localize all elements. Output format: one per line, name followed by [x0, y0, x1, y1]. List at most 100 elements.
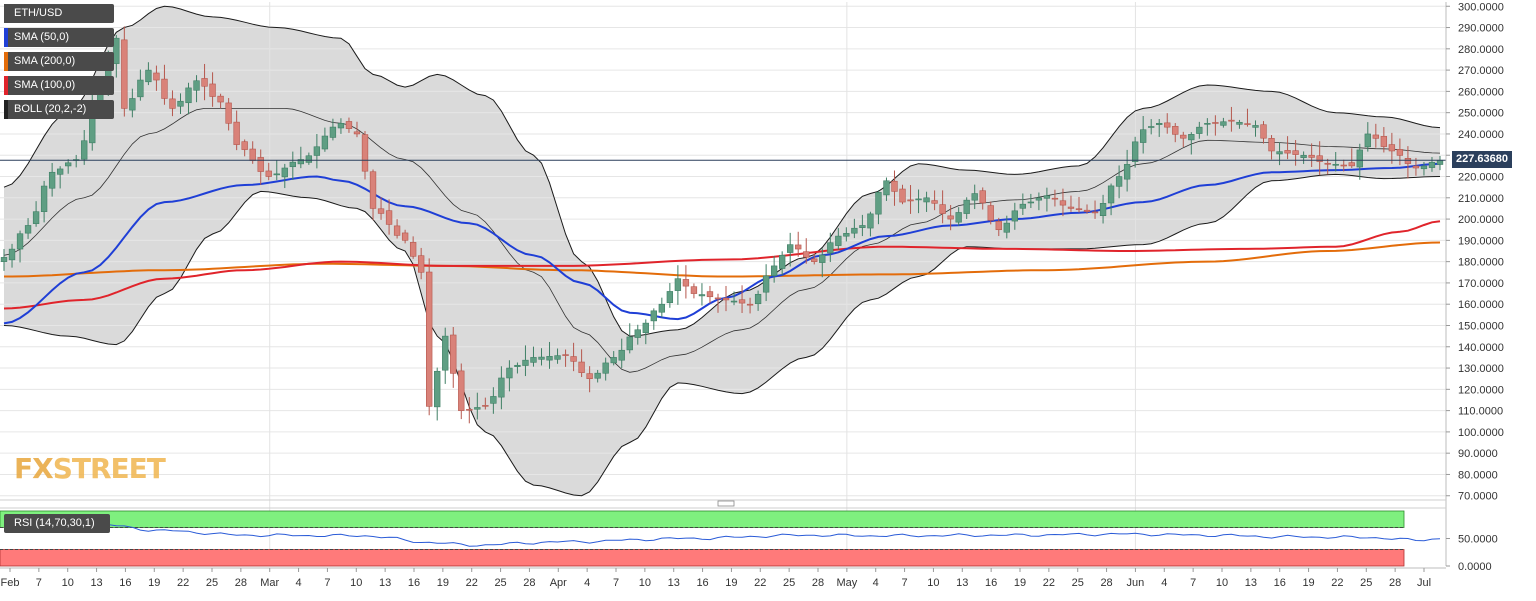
- x-tick-label: 22: [177, 577, 189, 589]
- legend-swatch: [4, 76, 8, 95]
- y-tick-label: 220.0000: [1458, 172, 1504, 184]
- candle-body: [1059, 200, 1067, 206]
- candle-body: [570, 356, 577, 362]
- legend-item-sma200[interactable]: SMA (200,0): [4, 52, 114, 71]
- rsi-legend-label[interactable]: RSI (14,70,30,1): [4, 514, 110, 533]
- candle-body: [714, 297, 722, 300]
- candle-body: [522, 359, 529, 366]
- candle-body: [121, 39, 128, 109]
- candle-body: [32, 211, 40, 224]
- candle-body: [1388, 144, 1396, 152]
- legend-item-boll[interactable]: BOLL (20,2,-2): [4, 100, 114, 119]
- candle-body: [1204, 123, 1211, 125]
- candle-body: [1300, 154, 1307, 158]
- legend-item-sma50[interactable]: SMA (50,0): [4, 28, 114, 47]
- y-tick-label: 130.0000: [1458, 363, 1504, 375]
- x-tick-label: 10: [62, 577, 74, 589]
- candle-body: [233, 121, 240, 145]
- candle-body: [1123, 164, 1131, 180]
- candle-body: [426, 271, 433, 407]
- y-tick-label: 280.0000: [1458, 44, 1504, 56]
- y-tick-label: 140.0000: [1458, 342, 1504, 354]
- candle-body: [1067, 206, 1075, 209]
- candle-body: [217, 95, 224, 103]
- legend-swatch: [4, 4, 8, 23]
- legend-item-ethusd[interactable]: ETH/USD: [4, 4, 114, 23]
- candle-body: [787, 244, 794, 253]
- candle-body: [1196, 126, 1203, 134]
- candle-body: [409, 242, 417, 257]
- x-tick-label: 19: [725, 577, 737, 589]
- candle-body: [169, 98, 176, 109]
- x-tick-label: Jul: [1417, 577, 1431, 589]
- y-tick-label: 190.0000: [1458, 235, 1504, 247]
- candle-body: [1115, 176, 1123, 187]
- legend-label: ETH/USD: [14, 7, 63, 19]
- rsi-tick-label: 0.0000: [1458, 561, 1492, 573]
- candle-body: [385, 210, 393, 225]
- candle-body: [746, 303, 754, 306]
- candle-body: [1180, 134, 1187, 139]
- candle-body: [153, 72, 160, 81]
- candle-body: [1268, 138, 1275, 152]
- x-tick-label: Mar: [260, 577, 279, 589]
- candle-body: [185, 87, 192, 104]
- candle-body: [313, 146, 321, 156]
- candle-body: [1372, 134, 1379, 139]
- candle-body: [706, 291, 714, 298]
- x-tick-label: 13: [379, 577, 391, 589]
- x-tick-label: 16: [985, 577, 997, 589]
- candle-body: [450, 334, 457, 374]
- candle-body: [698, 294, 706, 297]
- candle-body: [602, 362, 609, 374]
- candle-body: [1051, 197, 1059, 200]
- candle-body: [329, 126, 337, 138]
- legend-item-sma100[interactable]: SMA (100,0): [4, 76, 114, 95]
- x-tick-label: 7: [1190, 577, 1196, 589]
- x-tick-label: 13: [956, 577, 968, 589]
- candle-body: [578, 361, 585, 373]
- candle-body: [610, 357, 617, 364]
- x-tick-label: 13: [668, 577, 680, 589]
- x-tick-label: 28: [1100, 577, 1112, 589]
- candle-body: [1164, 122, 1171, 128]
- x-tick-label: 4: [584, 577, 590, 589]
- x-tick-label: 13: [1245, 577, 1257, 589]
- x-tick-label: 16: [408, 577, 420, 589]
- candle-body: [1212, 122, 1219, 124]
- x-tick-label: 7: [324, 577, 330, 589]
- candle-body: [971, 193, 978, 201]
- candle-body: [1156, 123, 1163, 125]
- candle-body: [1428, 161, 1436, 168]
- candle-body: [1172, 126, 1179, 135]
- chart-legend: ETH/USD SMA (50,0) SMA (200,0) SMA (100,…: [4, 4, 114, 124]
- candle-body: [1188, 134, 1195, 141]
- boll-upper-line: [3, 5, 1441, 337]
- candle-body: [738, 299, 746, 304]
- candle-body: [297, 159, 304, 165]
- legend-label: BOLL (20,2,-2): [14, 103, 87, 115]
- x-tick-label: 10: [639, 577, 651, 589]
- candle-body: [1420, 165, 1428, 170]
- candle-body: [1404, 158, 1412, 164]
- legend-swatch: [4, 100, 8, 119]
- candle-body: [939, 204, 946, 214]
- x-tick-label: 4: [1161, 577, 1167, 589]
- candle-body: [16, 233, 24, 250]
- candle-body: [1252, 125, 1259, 128]
- candle-body: [1340, 164, 1347, 167]
- candle-body: [674, 278, 682, 291]
- candle-body: [690, 286, 698, 294]
- candle-body: [931, 200, 938, 204]
- candle-body: [1075, 208, 1083, 211]
- candle-body: [811, 258, 818, 262]
- candle-body: [682, 279, 690, 287]
- candle-body: [722, 297, 730, 301]
- boll-mid-line: [3, 108, 1441, 373]
- legend-swatch: [4, 52, 8, 71]
- candle-body: [65, 162, 72, 167]
- candle-body: [762, 275, 770, 293]
- candle-body: [129, 98, 136, 111]
